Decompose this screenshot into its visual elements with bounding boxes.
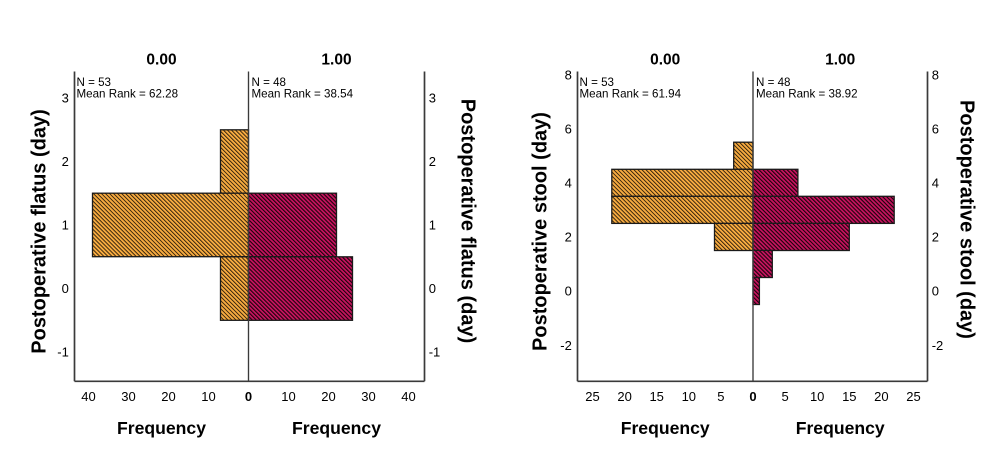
svg-text:Frequency: Frequency: [796, 418, 885, 438]
svg-text:1.00: 1.00: [825, 52, 855, 69]
svg-text:Postoperative flatus (day): Postoperative flatus (day): [457, 99, 479, 344]
svg-text:40: 40: [401, 389, 415, 404]
svg-text:10: 10: [682, 389, 696, 404]
svg-text:Mean Rank = 38.54: Mean Rank = 38.54: [252, 88, 354, 101]
svg-text:3: 3: [62, 91, 69, 106]
svg-text:N = 48: N = 48: [756, 76, 790, 89]
svg-text:0: 0: [565, 284, 572, 299]
svg-text:0: 0: [62, 281, 69, 296]
svg-text:Mean Rank = 62.28: Mean Rank = 62.28: [77, 88, 179, 101]
svg-text:5: 5: [781, 389, 788, 404]
svg-text:20: 20: [321, 389, 335, 404]
svg-text:Postoperative flatus (day): Postoperative flatus (day): [29, 109, 51, 354]
svg-text:6: 6: [565, 121, 572, 136]
svg-text:4: 4: [932, 176, 939, 191]
svg-text:0: 0: [245, 389, 252, 404]
svg-text:10: 10: [201, 389, 215, 404]
svg-text:1: 1: [429, 218, 436, 233]
svg-text:Postoperative stool (day): Postoperative stool (day): [530, 112, 552, 351]
svg-text:8: 8: [565, 67, 572, 82]
svg-text:30: 30: [361, 389, 375, 404]
svg-text:2: 2: [429, 154, 436, 169]
svg-text:15: 15: [649, 389, 663, 404]
svg-text:30: 30: [121, 389, 135, 404]
svg-text:10: 10: [281, 389, 295, 404]
svg-text:Postoperative stool (day): Postoperative stool (day): [956, 100, 978, 339]
svg-text:Mean Rank = 61.94: Mean Rank = 61.94: [580, 88, 682, 101]
svg-text:N = 53: N = 53: [580, 76, 614, 89]
svg-text:20: 20: [874, 389, 888, 404]
svg-text:-1: -1: [57, 345, 69, 360]
svg-text:15: 15: [842, 389, 856, 404]
svg-text:2: 2: [565, 230, 572, 245]
svg-text:4: 4: [565, 176, 572, 191]
svg-text:2: 2: [62, 154, 69, 169]
svg-text:Frequency: Frequency: [117, 418, 206, 438]
svg-text:5: 5: [717, 389, 724, 404]
svg-text:2: 2: [932, 230, 939, 245]
svg-text:Frequency: Frequency: [621, 418, 710, 438]
svg-text:0: 0: [749, 389, 756, 404]
svg-text:8: 8: [932, 67, 939, 82]
svg-text:Mean Rank = 38.92: Mean Rank = 38.92: [756, 88, 858, 101]
svg-text:0: 0: [429, 281, 436, 296]
svg-text:40: 40: [81, 389, 95, 404]
svg-text:6: 6: [932, 121, 939, 136]
svg-text:N = 53: N = 53: [77, 76, 111, 89]
svg-text:25: 25: [585, 389, 599, 404]
svg-text:0.00: 0.00: [146, 52, 176, 69]
svg-text:20: 20: [161, 389, 175, 404]
svg-text:1: 1: [62, 218, 69, 233]
svg-text:-2: -2: [932, 338, 944, 353]
svg-text:-2: -2: [560, 338, 572, 353]
svg-text:0: 0: [932, 284, 939, 299]
svg-text:N = 48: N = 48: [252, 76, 286, 89]
svg-text:1.00: 1.00: [321, 52, 351, 69]
svg-text:10: 10: [810, 389, 824, 404]
svg-text:3: 3: [429, 91, 436, 106]
svg-text:-1: -1: [429, 345, 441, 360]
svg-text:25: 25: [906, 389, 920, 404]
svg-text:0.00: 0.00: [650, 52, 680, 69]
svg-text:20: 20: [617, 389, 631, 404]
svg-text:Frequency: Frequency: [292, 418, 381, 438]
